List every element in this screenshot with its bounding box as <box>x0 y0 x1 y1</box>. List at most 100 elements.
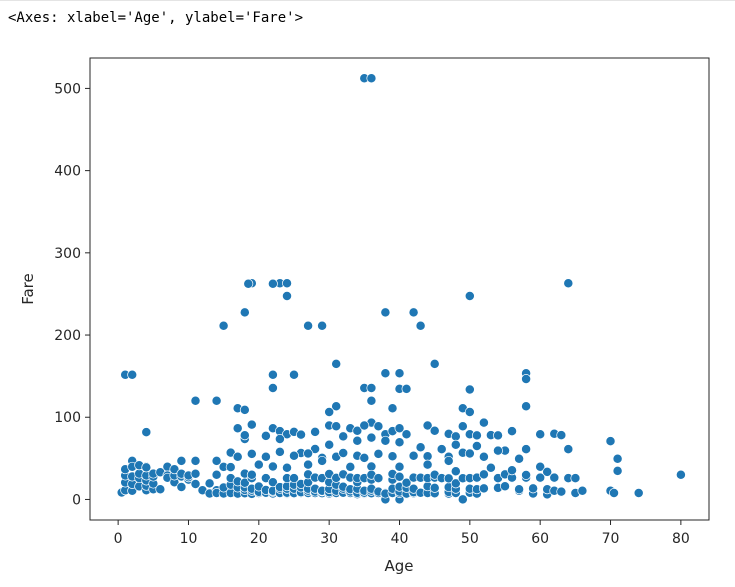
data-point <box>436 444 447 455</box>
data-point <box>408 450 419 461</box>
data-point <box>464 291 475 301</box>
data-point <box>239 430 250 441</box>
data-point <box>373 448 384 459</box>
data-point <box>394 461 405 472</box>
data-point <box>394 368 405 379</box>
data-point <box>253 459 264 470</box>
data-point <box>401 383 412 394</box>
data-point <box>429 482 440 493</box>
data-point <box>345 461 356 472</box>
data-point <box>267 383 278 393</box>
data-point <box>387 403 398 414</box>
data-point <box>528 483 539 494</box>
data-point <box>415 442 426 453</box>
data-point <box>633 488 644 498</box>
data-point <box>514 453 525 464</box>
data-point <box>394 423 405 434</box>
data-point <box>190 479 201 489</box>
data-point <box>310 426 321 437</box>
data-point <box>422 451 433 462</box>
data-point <box>359 420 370 431</box>
data-point <box>612 465 623 476</box>
data-point <box>612 453 623 464</box>
x-tick-label: 50 <box>461 531 479 547</box>
data-point <box>239 307 250 318</box>
data-point <box>267 461 278 472</box>
data-point <box>338 431 349 442</box>
data-point <box>366 461 377 472</box>
y-tick-label: 300 <box>54 246 81 262</box>
data-point <box>176 482 187 492</box>
data-point <box>429 358 440 369</box>
data-point <box>366 395 377 406</box>
data-point <box>401 477 412 488</box>
x-tick-label: 60 <box>531 531 549 547</box>
data-point <box>464 448 475 459</box>
data-point <box>563 444 574 455</box>
data-point <box>303 320 314 331</box>
data-point <box>493 445 503 456</box>
data-point <box>289 473 299 484</box>
data-point <box>556 486 567 497</box>
cell-output-text: <Axes: xlabel='Age', ylabel='Fare'> <box>8 10 304 26</box>
y-tick-label: 500 <box>54 81 81 97</box>
x-tick-label: 0 <box>114 531 123 547</box>
data-point <box>485 462 496 473</box>
data-point <box>176 455 187 466</box>
data-point <box>267 278 278 289</box>
x-tick-label: 30 <box>320 531 338 547</box>
data-point <box>457 494 468 505</box>
data-point <box>464 407 475 417</box>
data-point <box>394 437 405 448</box>
data-point <box>282 291 292 301</box>
data-point <box>352 425 363 436</box>
data-point <box>127 369 138 380</box>
data-point <box>514 484 525 495</box>
data-point <box>429 425 440 436</box>
data-point <box>401 429 412 440</box>
data-point <box>366 383 377 393</box>
data-point <box>246 469 257 480</box>
data-point <box>408 307 419 318</box>
data-point <box>211 395 222 406</box>
data-point <box>260 430 271 441</box>
data-point <box>274 446 285 457</box>
data-point <box>450 431 461 442</box>
data-point <box>324 439 335 450</box>
data-point <box>535 461 546 472</box>
data-point <box>500 481 510 492</box>
x-axis-label: Age <box>384 557 413 575</box>
data-point <box>141 462 152 473</box>
data-point <box>443 473 454 484</box>
data-point <box>373 473 384 484</box>
data-point <box>380 368 391 379</box>
data-point <box>577 485 588 496</box>
data-point <box>338 448 349 458</box>
data-point <box>570 473 581 484</box>
data-point <box>450 466 461 477</box>
data-point <box>331 358 342 369</box>
data-point <box>422 420 433 431</box>
data-point <box>609 488 619 498</box>
data-point <box>190 395 201 406</box>
data-point <box>218 320 229 331</box>
x-tick-label: 40 <box>391 531 409 547</box>
scatter-points <box>116 73 686 505</box>
data-point <box>450 478 461 489</box>
data-point <box>239 404 250 415</box>
data-point <box>303 448 314 459</box>
data-point <box>246 419 257 430</box>
data-point <box>380 307 391 318</box>
data-point <box>478 417 489 428</box>
data-point <box>282 278 292 289</box>
data-point <box>260 451 271 462</box>
x-axis-ticks: 0 10 20 30 40 50 60 70 80 <box>114 520 690 547</box>
x-tick-label: 70 <box>602 531 620 547</box>
data-point <box>380 435 391 446</box>
data-point <box>464 384 475 395</box>
data-point <box>296 429 306 440</box>
data-point <box>542 466 553 477</box>
x-tick-label: 20 <box>250 531 268 547</box>
data-point <box>169 464 180 475</box>
